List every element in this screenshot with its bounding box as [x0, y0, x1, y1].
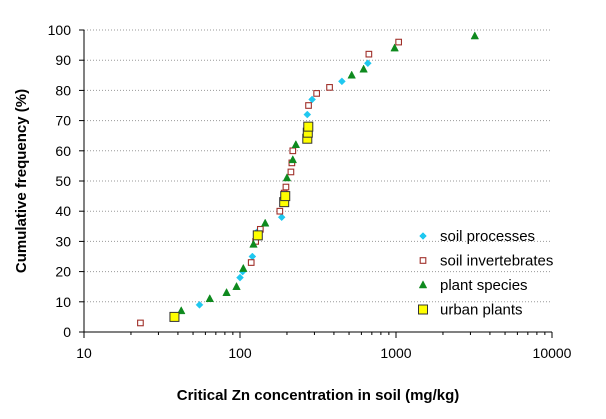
- legend-item-soil-processes: soil processes: [419, 228, 535, 245]
- legend-marker-soil-invertebrates: [419, 257, 427, 264]
- data-point-soil-processes: [338, 77, 346, 86]
- data-point-plant-species: [390, 43, 399, 52]
- data-point-soil-invertebrates: [282, 183, 290, 191]
- legend-label: soil invertebrates: [440, 253, 553, 270]
- ticks-layer: 0 10 20 30 40 50 60 70 80 90 100 10 100 1000 10000: [48, 22, 572, 361]
- data-point-soil-processes: [248, 252, 257, 261]
- legend-marker-plant-species: [418, 280, 428, 289]
- y-tick-label: 20: [55, 264, 71, 280]
- data-point-plant-species: [222, 288, 231, 296]
- data-point-soil-invertebrates: [137, 319, 144, 327]
- x-tick-label: 10000: [533, 345, 572, 361]
- data-point-plant-species: [282, 173, 292, 182]
- data-point-plant-species: [470, 31, 480, 40]
- data-point-soil-invertebrates: [326, 84, 333, 91]
- data-point-plant-species: [239, 263, 248, 272]
- legend-label: plant species: [440, 277, 528, 294]
- data-point-soil-processes: [277, 213, 286, 222]
- data-point-urban-plants: [169, 311, 180, 322]
- legend-item-plant-species: plant species: [418, 277, 528, 294]
- legend: soil processes soil invertebrates plant sp…: [418, 228, 553, 319]
- data-point-plant-species: [291, 140, 301, 149]
- data-point-plant-species: [249, 239, 258, 248]
- data-point-urban-plants: [280, 191, 291, 202]
- y-tick-label: 60: [55, 143, 71, 159]
- x-tick-label: 10: [76, 345, 92, 361]
- data-point-soil-invertebrates: [287, 168, 295, 176]
- x-tick-label: 1000: [380, 345, 411, 361]
- y-tick-label: 30: [55, 233, 71, 249]
- data-point-soil-invertebrates: [247, 259, 255, 266]
- legend-marker-urban-plants: [418, 304, 428, 315]
- data-point-soil-processes: [195, 300, 204, 309]
- data-point-soil-processes: [303, 110, 312, 119]
- data-point-soil-processes: [363, 59, 372, 68]
- data-point-soil-invertebrates: [305, 102, 312, 109]
- data-point-soil-invertebrates: [365, 50, 373, 58]
- data-point-plant-species: [359, 64, 368, 73]
- grid-layer: [84, 29, 552, 303]
- x-tick-label: 100: [228, 345, 252, 361]
- data-point-soil-invertebrates: [395, 38, 403, 46]
- data-point-plant-species: [288, 155, 298, 164]
- points-layer: [137, 31, 480, 327]
- x-axis-title: Critical Zn concentration in soil (mg/kg…: [177, 387, 460, 404]
- y-tick-label: 10: [55, 294, 71, 310]
- y-tick-label: 40: [55, 203, 71, 219]
- series-urban-plants: [169, 121, 314, 322]
- y-axis-title: Cumulative frequency (%): [13, 89, 30, 273]
- data-point-soil-invertebrates: [313, 90, 321, 97]
- y-tick-label: 50: [55, 173, 71, 189]
- legend-item-soil-invertebrates: soil invertebrates: [419, 253, 553, 270]
- series-soil-invertebrates: [137, 38, 403, 327]
- y-tick-label: 80: [55, 82, 71, 98]
- y-tick-label: 90: [55, 52, 71, 68]
- legend-label: urban plants: [440, 302, 523, 319]
- y-tick-label: 70: [55, 113, 71, 129]
- data-point-soil-invertebrates: [276, 207, 284, 215]
- data-point-plant-species: [205, 294, 214, 303]
- data-point-soil-processes: [236, 273, 244, 282]
- legend-label: soil processes: [440, 228, 535, 245]
- data-point-plant-species: [260, 218, 270, 227]
- data-point-urban-plants: [252, 230, 263, 241]
- legend-item-urban-plants: urban plants: [418, 302, 523, 319]
- y-tick-label: 100: [48, 22, 72, 38]
- y-tick-label: 0: [63, 324, 71, 340]
- data-point-plant-species: [232, 281, 241, 290]
- data-point-plant-species: [347, 70, 356, 79]
- legend-marker-soil-processes: [419, 232, 427, 240]
- data-point-urban-plants: [303, 121, 314, 132]
- data-point-soil-processes: [308, 95, 316, 104]
- data-point-soil-invertebrates: [289, 147, 297, 155]
